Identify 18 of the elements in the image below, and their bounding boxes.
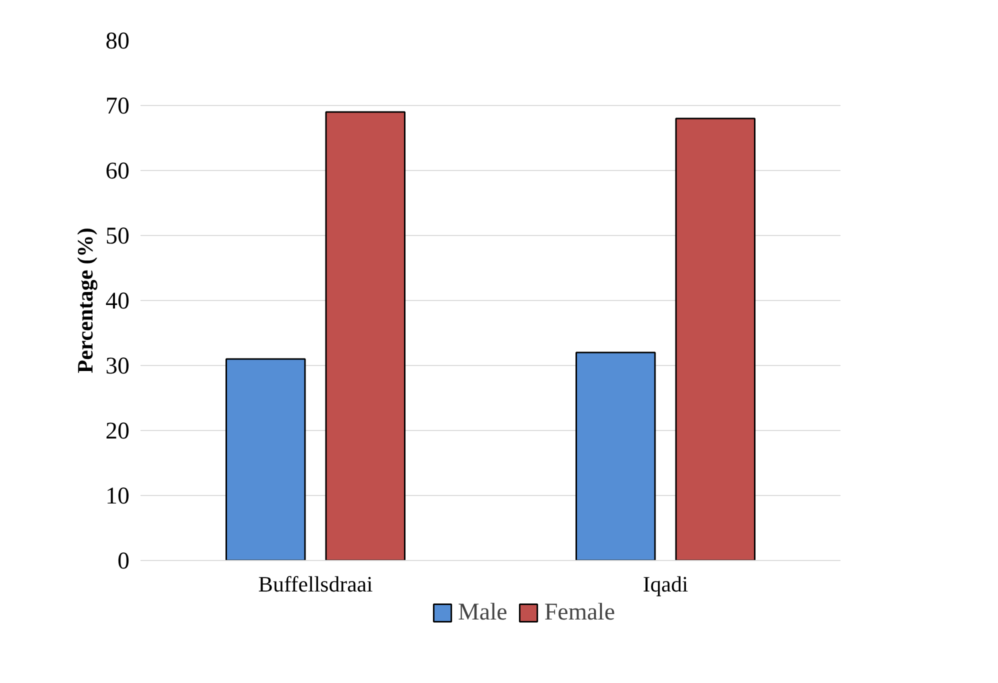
y-tick-label: 80 <box>106 28 130 54</box>
legend-label: Male <box>458 599 508 626</box>
y-tick-label: 30 <box>106 354 130 380</box>
y-tick-label: 70 <box>106 94 130 120</box>
bar <box>226 358 306 560</box>
y-tick-label: 50 <box>106 224 130 250</box>
legend-label: Female <box>544 599 615 626</box>
bar <box>576 352 656 560</box>
y-tick-label: 20 <box>106 418 130 444</box>
y-tick-label: 0 <box>118 548 130 574</box>
y-tick-label: 60 <box>106 158 130 184</box>
y-tick-label: 10 <box>106 484 130 510</box>
bar <box>325 111 406 560</box>
x-tick-label: Iqadi <box>642 572 688 596</box>
y-tick-label: 40 <box>106 288 130 314</box>
bar <box>675 118 756 560</box>
x-tick-label: Buffellsdraai <box>258 572 373 596</box>
y-axis-title: Percentage (%) <box>72 228 98 374</box>
